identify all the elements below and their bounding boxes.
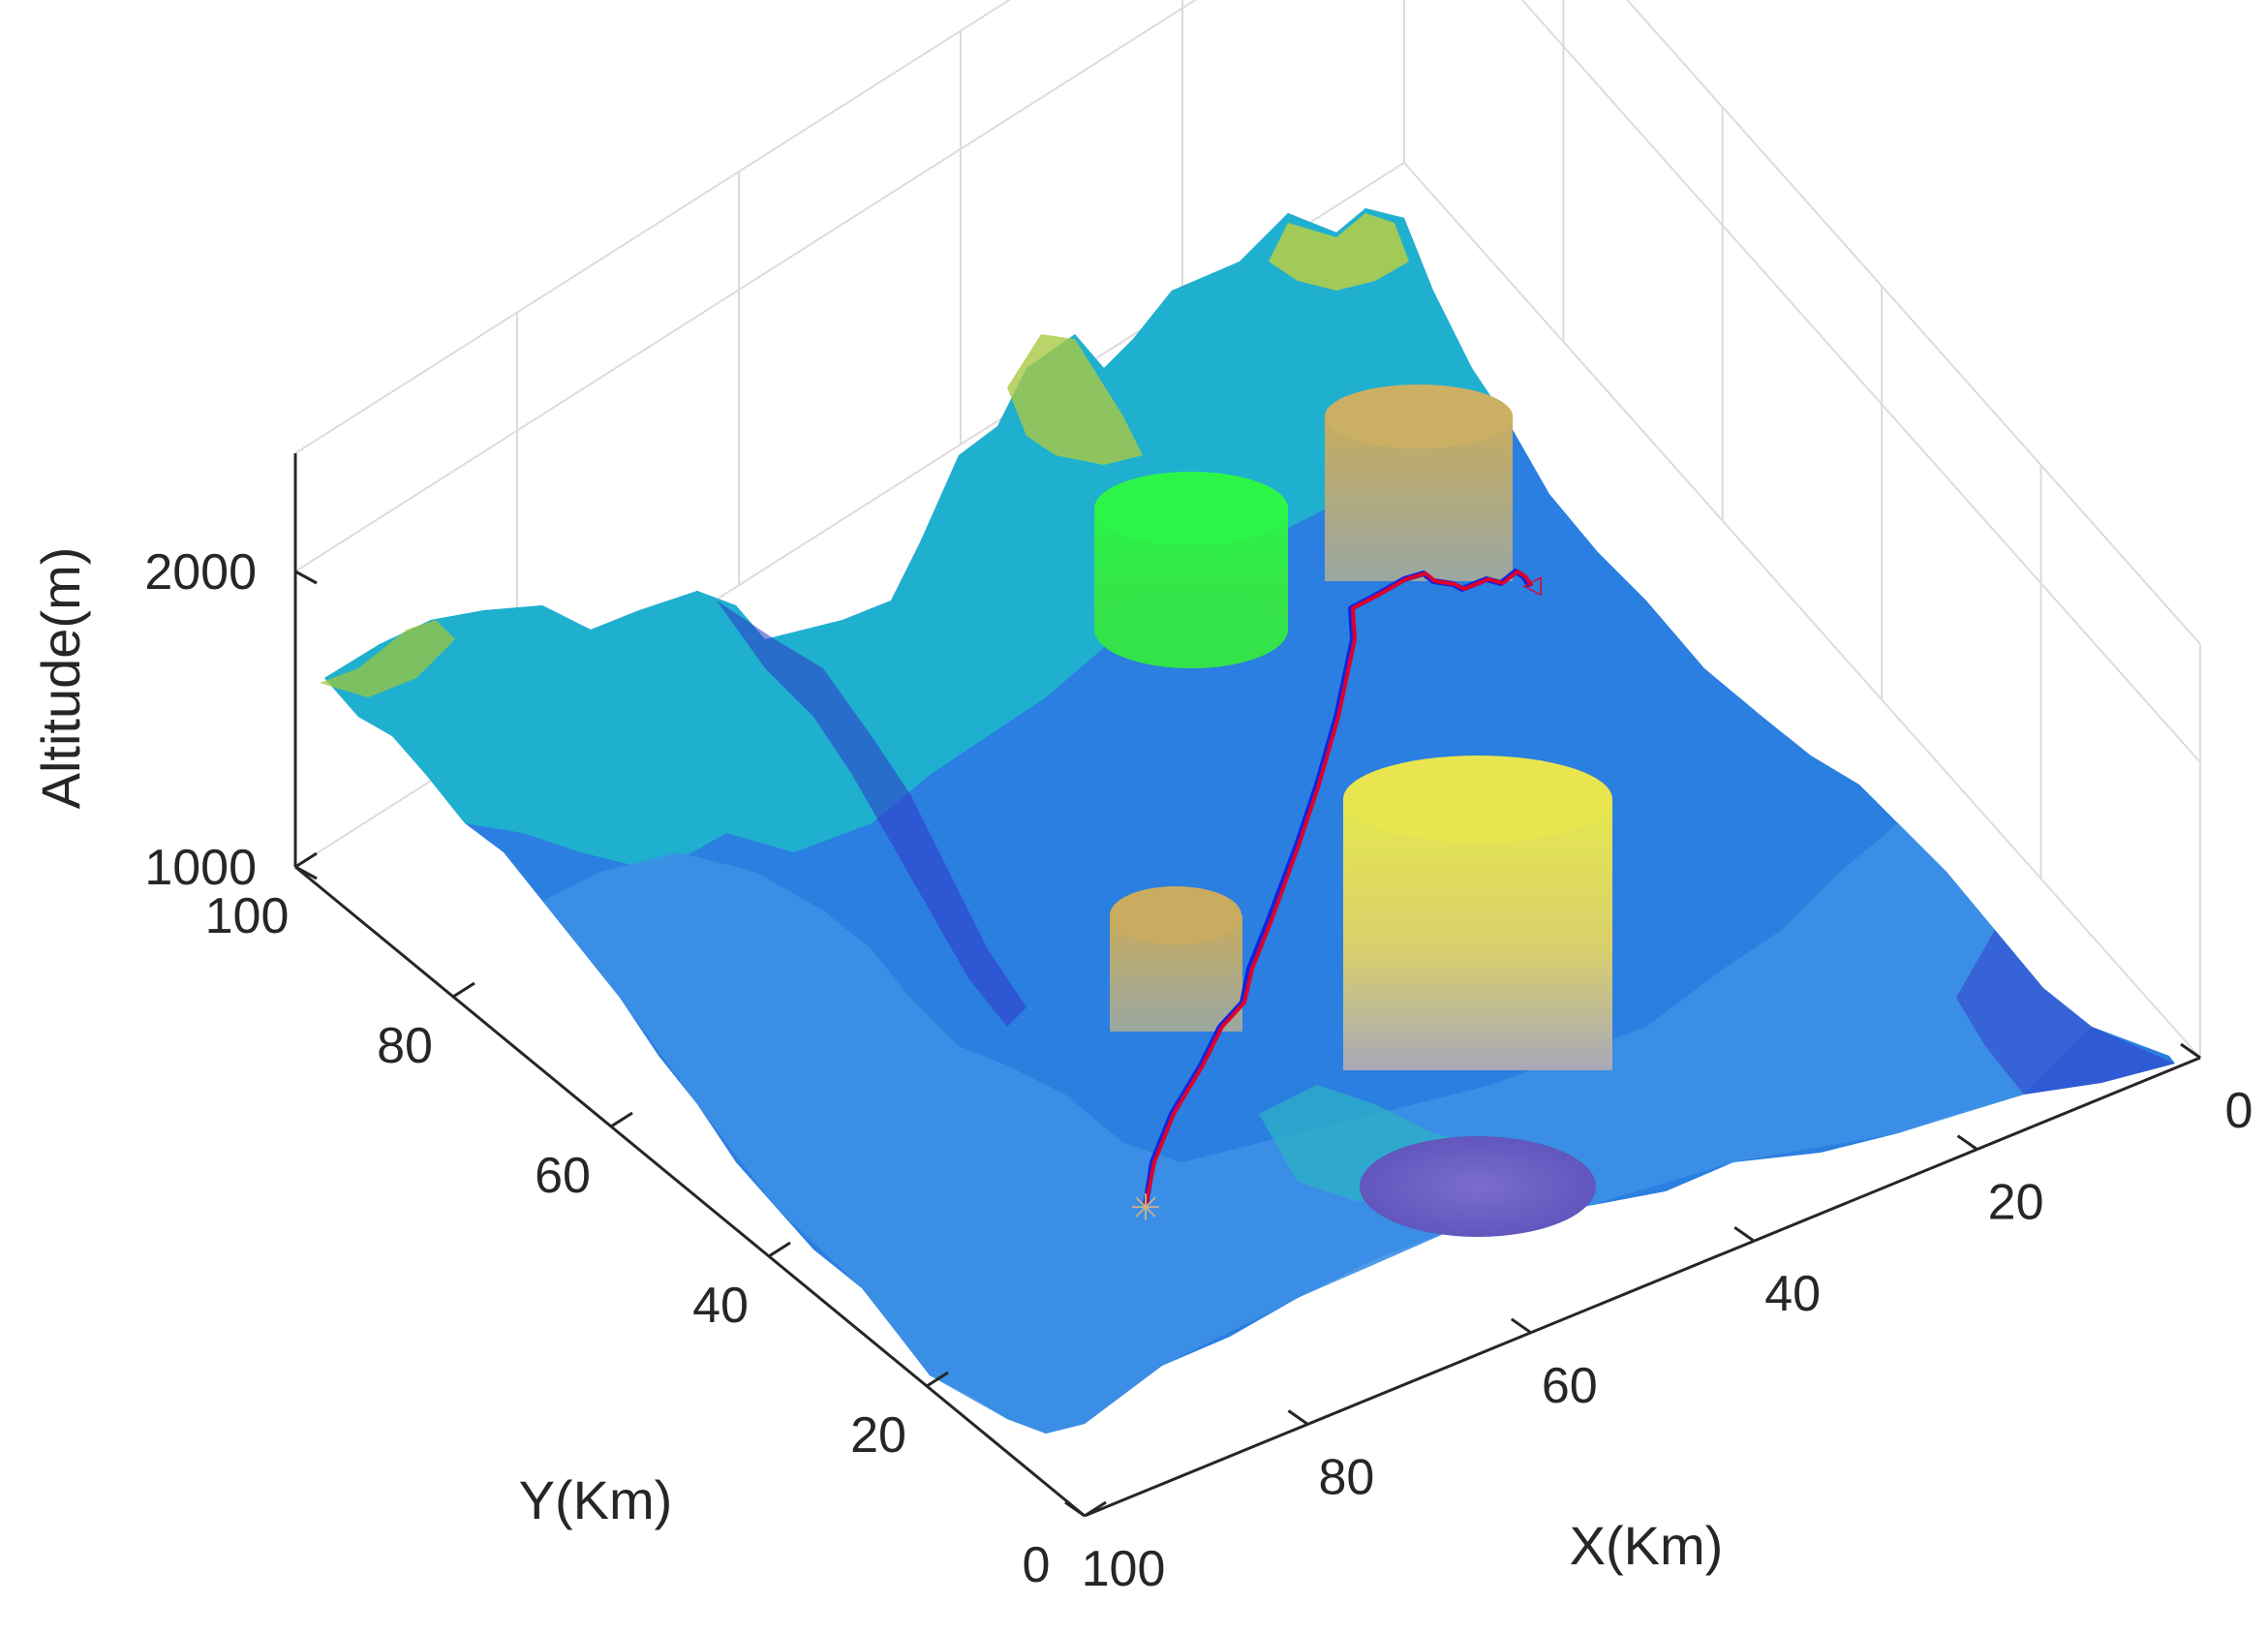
y-tick [768,1241,791,1258]
cylinder-tan-back [1325,385,1513,581]
y-tick [294,851,318,869]
z-tick-label: 2000 [144,544,257,601]
x-tick [1956,1134,1978,1151]
x-tick-label: 60 [1542,1358,1598,1414]
grid [294,0,2201,1059]
y-tick [452,981,475,999]
cylinder-base [1360,1136,1596,1237]
cylinder-bottom [1094,591,1288,668]
cylinder-body [1343,799,1612,1070]
planned-path: ✳ ◁ [1130,569,1542,1229]
gridline-z-back [294,0,1198,572]
y-tick-label: 80 [377,1018,433,1074]
y-tick-label: 100 [205,888,290,944]
cylinder-top [1094,472,1288,545]
gridline-z-back [1520,0,2201,763]
terrain-surface [320,208,2175,1434]
terrain-valley-shadow [717,601,1027,1027]
threat-cylinders [1094,385,1612,1237]
x-tick-label: 0 [2225,1083,2253,1139]
y-tick-label: 40 [692,1278,749,1334]
goal-marker: ◁ [1522,571,1542,600]
terrain-ridge-back [324,208,1511,872]
y-axis-title: Y(Km) [519,1469,673,1530]
y-tick-label: 0 [1023,1537,1051,1593]
z-tick [294,865,318,880]
x-axis-line [1084,1056,2201,1518]
x-axis-title: X(Km) [1570,1515,1724,1576]
cylinder-green [1094,472,1288,668]
cylinder-top [1110,886,1241,944]
x-tick-label: 80 [1318,1449,1374,1505]
terrain-peak-yellow [1269,213,1409,291]
z-axis-title: Altitude(m) [30,547,91,810]
path-line-red [1144,570,1534,1207]
y-tick [610,1111,633,1128]
cylinder-tan-front [1110,886,1242,1032]
y-axis-line [294,865,1086,1518]
cylinder-yellow [1343,756,1612,1237]
cylinder-top [1343,756,1612,843]
start-marker: ✳ [1130,1187,1161,1229]
x-tick [1287,1409,1309,1426]
x-tick-label: 20 [1988,1175,2044,1231]
pane-edge-top [294,0,1011,454]
gridline-z-back [1403,162,2201,1059]
x-tick [1064,1500,1086,1518]
x-tick [1733,1225,1756,1243]
x-tick-label: 40 [1764,1266,1821,1322]
x-tick [2180,1042,2201,1060]
terrain-front-edge [1956,930,2175,1095]
terrain-peak-yellow-3 [320,620,455,697]
z-tick-label: 1000 [144,840,257,896]
x-tick-label: 100 [1082,1541,1166,1597]
y-tick [926,1371,949,1388]
cylinder-top [1325,385,1513,448]
terrain-peak-yellow-2 [1007,334,1143,465]
y-tick-label: 60 [535,1148,591,1204]
pane-edge-top [1626,0,2201,645]
x-tick [1510,1317,1532,1335]
y-tick-label: 20 [850,1407,906,1464]
y-tick [1084,1500,1107,1518]
z-tick [294,570,318,585]
